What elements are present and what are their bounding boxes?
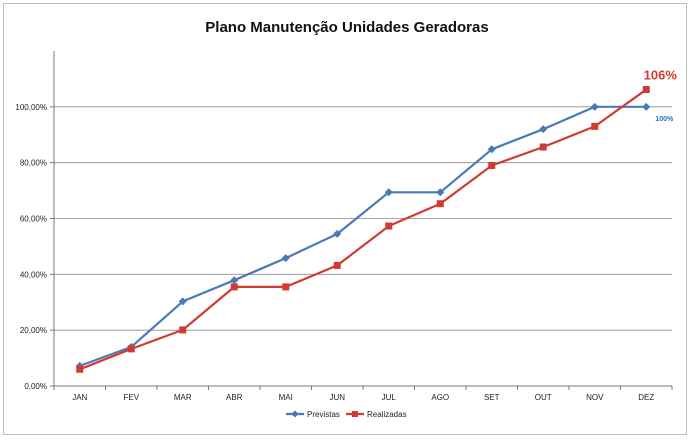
x-tick-label: SET	[484, 393, 500, 402]
data-point-realizadas	[642, 86, 650, 94]
series-line-previstas	[79, 105, 647, 367]
data-point-previstas	[487, 145, 496, 154]
x-tick-label: DEZ	[638, 393, 654, 402]
data-point-realizadas	[488, 161, 496, 169]
x-tick-label: JUL	[382, 393, 397, 402]
data-point-realizadas	[127, 345, 135, 353]
y-tick-labels: 0,00% 20,00% 40,00% 60,00% 80,00% 100,00%	[15, 103, 47, 391]
data-point-previstas	[333, 229, 342, 238]
data-label: 100%	[655, 116, 674, 123]
gridlines	[54, 106, 672, 331]
y-tick-label: 0,00%	[24, 382, 47, 391]
x-tick-label: JAN	[72, 393, 87, 402]
x-tick-label: FEV	[123, 393, 139, 402]
x-tick-labels: JAN FEV MAR ABR MAI JUN JUL AGO SET OUT NOV DEZ	[72, 393, 654, 402]
x-tick-label: ABR	[226, 393, 243, 402]
y-tick-label: 40,00%	[20, 270, 47, 279]
series-line-realizadas	[79, 88, 647, 371]
legend: Previstas Realizadas	[286, 410, 407, 419]
series	[75, 86, 651, 373]
data-point-realizadas	[385, 222, 393, 230]
data-point-previstas	[539, 125, 548, 134]
data-point-realizadas	[591, 122, 599, 130]
data-point-previstas	[178, 297, 187, 306]
data-point-previstas	[642, 102, 651, 111]
data-point-previstas	[590, 102, 599, 111]
data-label: 106%	[644, 68, 678, 83]
x-tick-label: MAR	[174, 393, 192, 402]
x-tick-label: NOV	[586, 393, 604, 402]
data-point-realizadas	[76, 365, 84, 373]
y-tick-label: 100,00%	[15, 103, 47, 112]
chart-frame	[3, 3, 687, 435]
x-tick-label: AGO	[431, 393, 449, 402]
data-point-realizadas	[179, 326, 187, 334]
data-point-realizadas	[230, 283, 238, 291]
legend-marker	[291, 410, 299, 418]
data-point-realizadas	[539, 143, 547, 151]
data-point-realizadas	[436, 200, 444, 208]
legend-label-realizadas: Realizadas	[367, 410, 407, 419]
data-point-realizadas	[282, 283, 290, 291]
x-tick-label: JUN	[329, 393, 345, 402]
data-point-realizadas	[333, 261, 341, 269]
data-point-previstas	[230, 276, 239, 285]
data-point-previstas	[384, 188, 393, 197]
y-tick-label: 80,00%	[20, 159, 47, 168]
chart-title: Plano Manutenção Unidades Geradoras	[205, 19, 489, 36]
y-tick-label: 20,00%	[20, 326, 47, 335]
legend-marker	[352, 411, 358, 417]
annotations: 106% 100%	[644, 68, 678, 123]
data-point-previstas	[281, 254, 290, 263]
data-point-previstas	[436, 188, 445, 197]
x-tick-label: MAI	[279, 393, 293, 402]
y-tick-label: 60,00%	[20, 215, 47, 224]
x-tick-label: OUT	[535, 393, 552, 402]
legend-label-previstas: Previstas	[307, 410, 340, 419]
axes	[50, 51, 673, 390]
